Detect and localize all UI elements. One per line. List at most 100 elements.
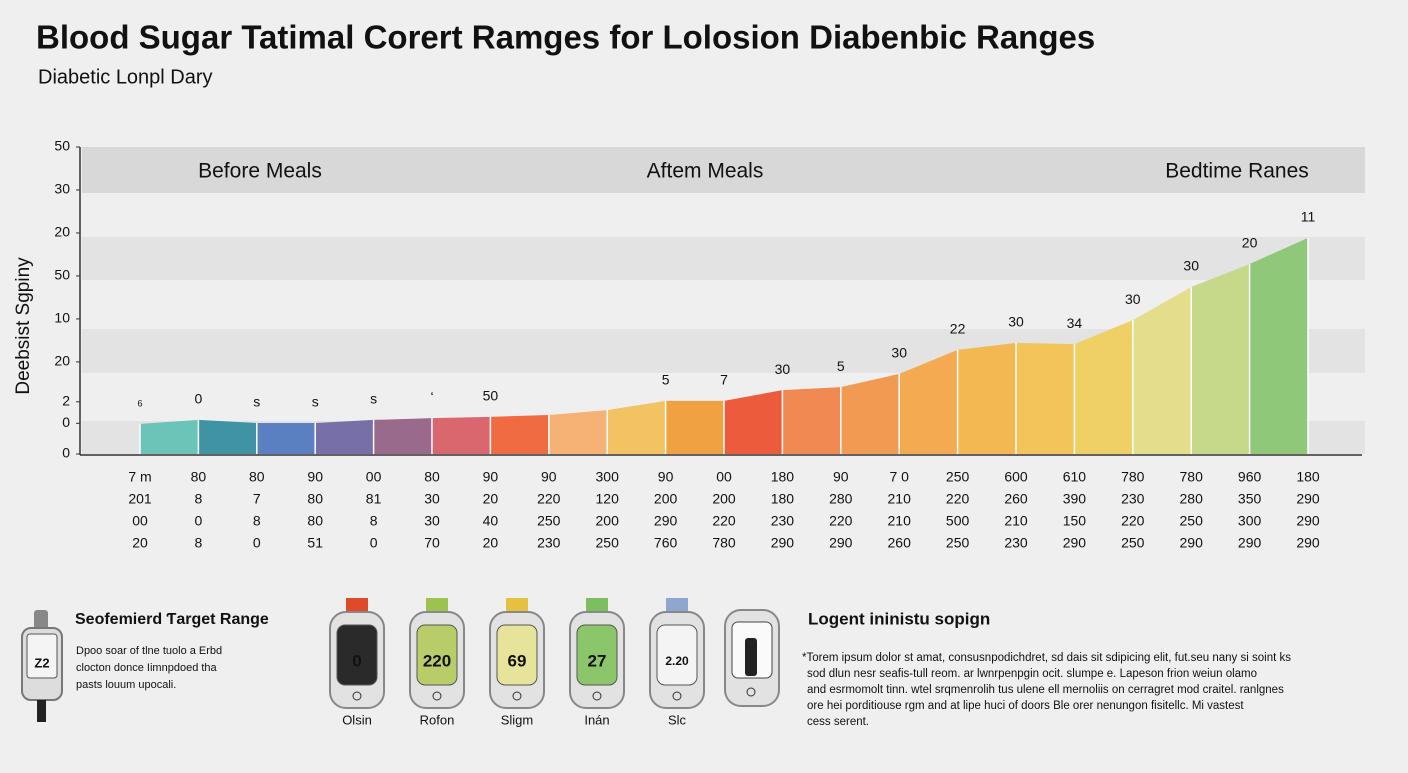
table-cell: 40 (483, 513, 499, 529)
meter-button (746, 687, 756, 697)
table-cell: 8 (253, 513, 261, 529)
table-cell: 230 (537, 535, 561, 551)
area-segment (140, 419, 199, 454)
table-cell: 200 (712, 491, 736, 507)
table-cell: 290 (654, 513, 678, 529)
table-cell: 290 (1296, 513, 1320, 529)
table-cell: 00 (366, 469, 382, 485)
meter-button (352, 691, 362, 701)
meter-button (432, 691, 442, 701)
legend-heading: Seofemierd Ƭarget Range (75, 611, 269, 628)
point-label: 5 (662, 372, 670, 388)
point-label: 22 (950, 321, 966, 337)
point-label: 50 (483, 388, 499, 404)
table-cell: 51 (307, 535, 323, 551)
area-segment (782, 387, 841, 454)
table-cell: 350 (1238, 491, 1262, 507)
table-cell: 200 (596, 513, 620, 529)
table-cell: 80 (424, 469, 440, 485)
table-cell: 500 (946, 513, 970, 529)
band-stripe (82, 237, 1365, 280)
table-cell: 180 (771, 491, 795, 507)
device-strip (37, 700, 46, 722)
point-label: ʻ (430, 389, 433, 405)
table-cell: 7 0 (889, 469, 909, 485)
area-segment (607, 400, 666, 454)
table-cell: 220 (537, 491, 561, 507)
legend-line: Dpoo soar of tlne tuolo a Erbd (76, 645, 222, 657)
table-cell: 8 (370, 513, 378, 529)
table-cell: 90 (307, 469, 323, 485)
table-cell: 290 (771, 535, 795, 551)
meter-screen (336, 624, 378, 686)
point-label: s (312, 394, 319, 410)
table-cell: 20 (132, 535, 148, 551)
meters: 0 Olsin 220 Rofon 69 Sligm 27 Inán 2.20 Slc (329, 598, 705, 727)
meter-display: 220 (423, 651, 451, 670)
meter-screen (496, 624, 538, 686)
point-label: s (370, 391, 377, 407)
table-cell: 220 (946, 491, 970, 507)
y-tick-label: 2 (62, 393, 70, 409)
table-cell: 8 (195, 535, 203, 551)
meter-button (672, 691, 682, 701)
table-cell: 81 (366, 491, 382, 507)
point-label: 5 (837, 358, 845, 374)
table-cell: 260 (888, 535, 912, 551)
area-segment (1016, 342, 1075, 454)
plot: 6 0 s s s ʻ 50 5 7 30 5 30 22 30 34 30 30 20 11 (137, 209, 1315, 454)
meter-cap (426, 598, 448, 612)
point-label: 30 (1125, 291, 1141, 307)
table-cell: 780 (712, 535, 736, 551)
meter-screen (656, 624, 698, 686)
point-label: 30 (1008, 314, 1024, 330)
table-cell: 230 (1121, 491, 1145, 507)
meter-display: 69 (508, 651, 527, 670)
area-segment (1074, 320, 1133, 454)
table-cell: 120 (596, 491, 620, 507)
table-cell: 0 (195, 513, 203, 529)
table-cell: 90 (658, 469, 674, 485)
table-cell: 150 (1063, 513, 1087, 529)
table-cell: 390 (1063, 491, 1087, 507)
meter: 27 Inán (569, 598, 625, 727)
table-cell: 20 (483, 491, 499, 507)
meter-display: 0 (352, 651, 361, 670)
table-cell: 80 (191, 469, 207, 485)
table-cell: 20 (483, 535, 499, 551)
meter-label: Olsin (342, 712, 372, 727)
area-segment (665, 400, 724, 454)
table-cell: 200 (654, 491, 678, 507)
table-cell: 210 (888, 513, 912, 529)
table-cell: 300 (1238, 513, 1262, 529)
table-cell: 0 (253, 535, 261, 551)
table-cell: 230 (1004, 535, 1028, 551)
point-label: 30 (891, 345, 907, 361)
meter-extra (724, 609, 780, 707)
legend-device: Z2 (21, 610, 63, 722)
point-label: 34 (1067, 315, 1083, 331)
notes-heading: Logent ininistu sopign (808, 609, 990, 628)
area-segment (548, 410, 608, 454)
y-tick-label: 10 (54, 310, 70, 326)
y-tick-label: 20 (54, 353, 70, 369)
point-label: 7 (720, 372, 728, 388)
area-segment (432, 416, 491, 454)
legend-line: pasts louum upocali. (76, 679, 176, 691)
table-cell: 250 (1180, 513, 1204, 529)
y-tick-label: 50 (54, 267, 70, 283)
table-cell: 780 (1180, 469, 1204, 485)
area-segment (490, 415, 549, 454)
meter-button (592, 691, 602, 701)
meter-label: Slc (668, 712, 687, 727)
y-tick-label: 20 (54, 224, 70, 240)
area-segment (198, 419, 257, 454)
meter: 0 Olsin (329, 598, 385, 727)
y-tick-label: 0 (62, 414, 70, 430)
band-label: Bedtime Ranes (1165, 160, 1309, 183)
table-cell: 290 (1180, 535, 1204, 551)
table-cell: 960 (1238, 469, 1262, 485)
table-cell: 7 (253, 491, 261, 507)
chart-subtitle: Diabetic Lonpl Dary (38, 66, 213, 88)
meter-cap (506, 598, 528, 612)
